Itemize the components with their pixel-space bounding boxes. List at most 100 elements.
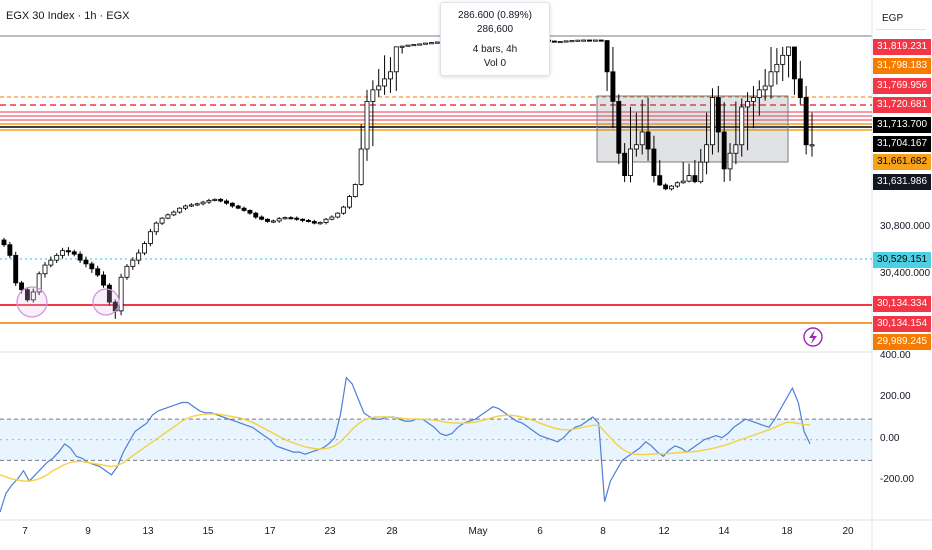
time-axis-label: 12 <box>658 526 670 537</box>
candle-body-up <box>399 45 405 48</box>
candle-body-up <box>698 161 704 183</box>
candle-body-up <box>417 43 423 46</box>
candle-body-up <box>276 218 282 222</box>
candle-body-up <box>405 44 411 47</box>
candle-body-up <box>212 198 218 201</box>
candle-body-up <box>42 264 48 275</box>
candle-body-up <box>768 71 774 87</box>
time-axis-label: 8 <box>600 526 606 537</box>
candle-body-up <box>382 78 388 87</box>
price-tag: 31,769.956 <box>873 78 931 94</box>
candle-body-down <box>622 152 628 177</box>
candle-body-up <box>376 85 382 91</box>
candle-body-up <box>153 222 159 233</box>
candle-body-up <box>387 71 393 80</box>
symbol-title[interactable]: EGX 30 Index · 1h · EGX <box>6 10 130 22</box>
candle-body-up <box>581 39 587 42</box>
candle-body-up <box>194 203 200 206</box>
candle-body-up <box>674 182 680 187</box>
candle-body-down <box>235 205 241 209</box>
candle-body-up <box>434 41 440 44</box>
candle-body-up <box>370 89 376 102</box>
candle-body-down <box>300 218 306 221</box>
candle-body-up <box>60 250 66 256</box>
oscillator-signal-line <box>0 413 811 482</box>
time-axis-label: 14 <box>718 526 730 537</box>
candle-body-up <box>809 144 815 147</box>
candle-body-down <box>721 131 727 170</box>
candle-body-up <box>569 40 575 43</box>
candle-body-up <box>774 63 780 73</box>
candle-body-down <box>604 40 610 73</box>
candle-body-down <box>241 207 247 211</box>
candle-body-down <box>616 101 622 154</box>
candle-body-up <box>633 144 639 150</box>
candle-body-up <box>680 180 686 184</box>
candles-group <box>1 39 815 319</box>
candle-body-down <box>306 219 311 222</box>
candle-body-down <box>13 254 19 284</box>
candle-body-down <box>7 244 13 256</box>
candle-body-up <box>704 144 710 163</box>
highlight-circle <box>92 288 120 316</box>
candle-body-down <box>77 253 83 261</box>
candle-body-down <box>253 212 259 218</box>
currency-label[interactable]: EGP <box>876 8 926 30</box>
price-tag: 31,713.700 <box>873 117 931 133</box>
candle-body-up <box>282 217 288 220</box>
oscillator-axis-label: 400.00 <box>880 350 911 362</box>
price-tag: 29,989.245 <box>873 334 931 350</box>
candle-body-up <box>628 148 633 177</box>
candle-body-up <box>780 54 786 65</box>
candle-body-up <box>686 175 692 182</box>
price-tag: 30,134.334 <box>873 296 931 312</box>
candle-body-up <box>563 40 569 43</box>
candle-body-up <box>341 206 347 214</box>
candle-body-up <box>124 265 130 278</box>
tooltip-line-bars: 4 bars, 4h <box>472 44 518 55</box>
candle-body-down <box>83 259 89 265</box>
tooltip-line-change: 286.600 (0.89%) 286,600 <box>458 10 532 35</box>
candle-body-down <box>288 217 294 220</box>
candle-body-down <box>803 97 809 146</box>
candle-body-up <box>428 42 434 45</box>
highlight-circle <box>16 286 48 318</box>
candle-body-up <box>118 276 124 312</box>
candle-body-up <box>30 291 36 301</box>
candle-body-down <box>587 39 592 42</box>
candle-body-down <box>65 250 71 253</box>
price-tag: 30,529.151 <box>873 252 931 268</box>
candle-body-up <box>639 131 645 146</box>
candle-body-down <box>610 71 616 102</box>
candle-body-up <box>411 44 417 47</box>
time-axis-label: 28 <box>386 526 398 537</box>
candle-body-up <box>147 231 153 244</box>
tooltip-line-volume: Vol 0 <box>483 58 507 69</box>
candle-body-up <box>756 89 762 98</box>
price-axis-label: 30,400.000 <box>880 268 931 279</box>
candle-body-up <box>165 214 171 219</box>
candle-body-up <box>739 106 745 146</box>
candle-body-up <box>669 185 674 190</box>
candle-body-down <box>24 289 30 301</box>
time-axis-label: 9 <box>85 526 91 537</box>
candle-body-down <box>311 221 317 224</box>
candle-body-up <box>130 259 136 267</box>
price-tag: 31,819.231 <box>873 39 931 55</box>
price-axis-label: 30,800.000 <box>880 221 931 232</box>
candle-body-up <box>592 39 598 42</box>
candle-body-up <box>710 97 715 146</box>
candle-body-down <box>89 263 95 270</box>
candle-body-up <box>335 212 341 218</box>
candle-body-down <box>294 217 300 220</box>
candle-body-down <box>19 282 25 291</box>
candle-body-up <box>317 222 323 225</box>
candle-body-up <box>270 220 276 223</box>
measure-tooltip: 286.600 (0.89%) 286,600 4 bars, 4h Vol 0 <box>440 2 550 76</box>
candle-body-up <box>727 152 733 170</box>
candle-body-up <box>358 148 364 185</box>
candle-body-down <box>657 175 663 186</box>
candle-body-down <box>1 239 7 246</box>
